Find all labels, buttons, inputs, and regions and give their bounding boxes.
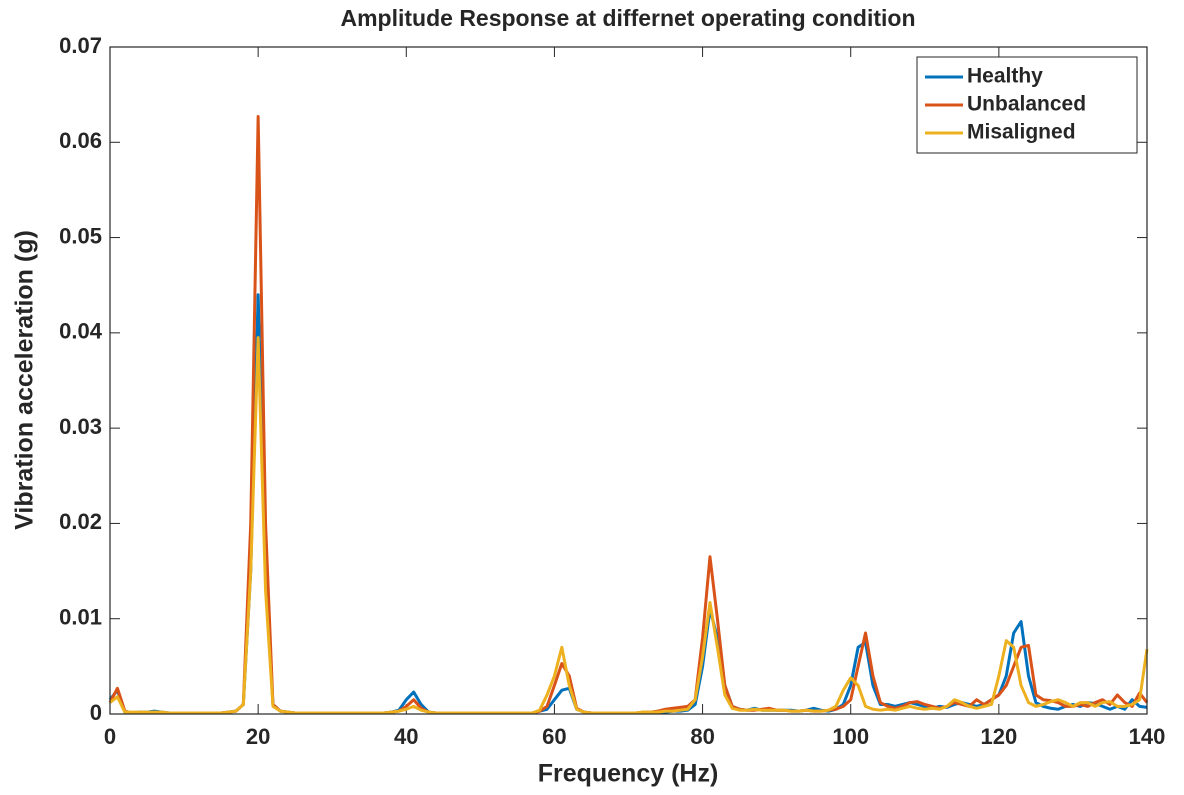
y-tick-label: 0.03 — [59, 414, 102, 439]
x-tick-label: 100 — [832, 724, 869, 749]
y-tick-label: 0.05 — [59, 223, 102, 248]
x-axis-label: Frequency (Hz) — [538, 760, 719, 788]
y-tick-label: 0 — [90, 700, 102, 725]
y-tick-label: 0.07 — [59, 33, 102, 58]
x-tick-label: 60 — [542, 724, 566, 749]
plot-frame — [109, 46, 1148, 715]
legend-label: Misaligned — [967, 121, 1076, 144]
x-tick-label: 40 — [394, 724, 418, 749]
x-tick-label: 80 — [690, 724, 714, 749]
x-tick-label: 140 — [1129, 724, 1166, 749]
legend-label: Unbalanced — [967, 93, 1086, 116]
legend-label: Healthy — [967, 65, 1043, 88]
chart-title: Amplitude Response at differnet operatin… — [340, 5, 915, 31]
data-line — [109, 336, 1149, 715]
legend: Healthy Unbalanced Misaligned — [916, 56, 1138, 154]
y-tick-label: 0.01 — [59, 605, 102, 630]
x-tick-label: 20 — [246, 724, 270, 749]
x-tick-label: 120 — [980, 724, 1017, 749]
y-axis-label: Vibration acceleration (g) — [11, 230, 39, 530]
x-tick-label: 0 — [104, 724, 116, 749]
y-tick-label: 0.02 — [59, 509, 102, 534]
y-tick-label: 0.04 — [59, 319, 103, 344]
y-tick-label: 0.06 — [59, 128, 102, 153]
